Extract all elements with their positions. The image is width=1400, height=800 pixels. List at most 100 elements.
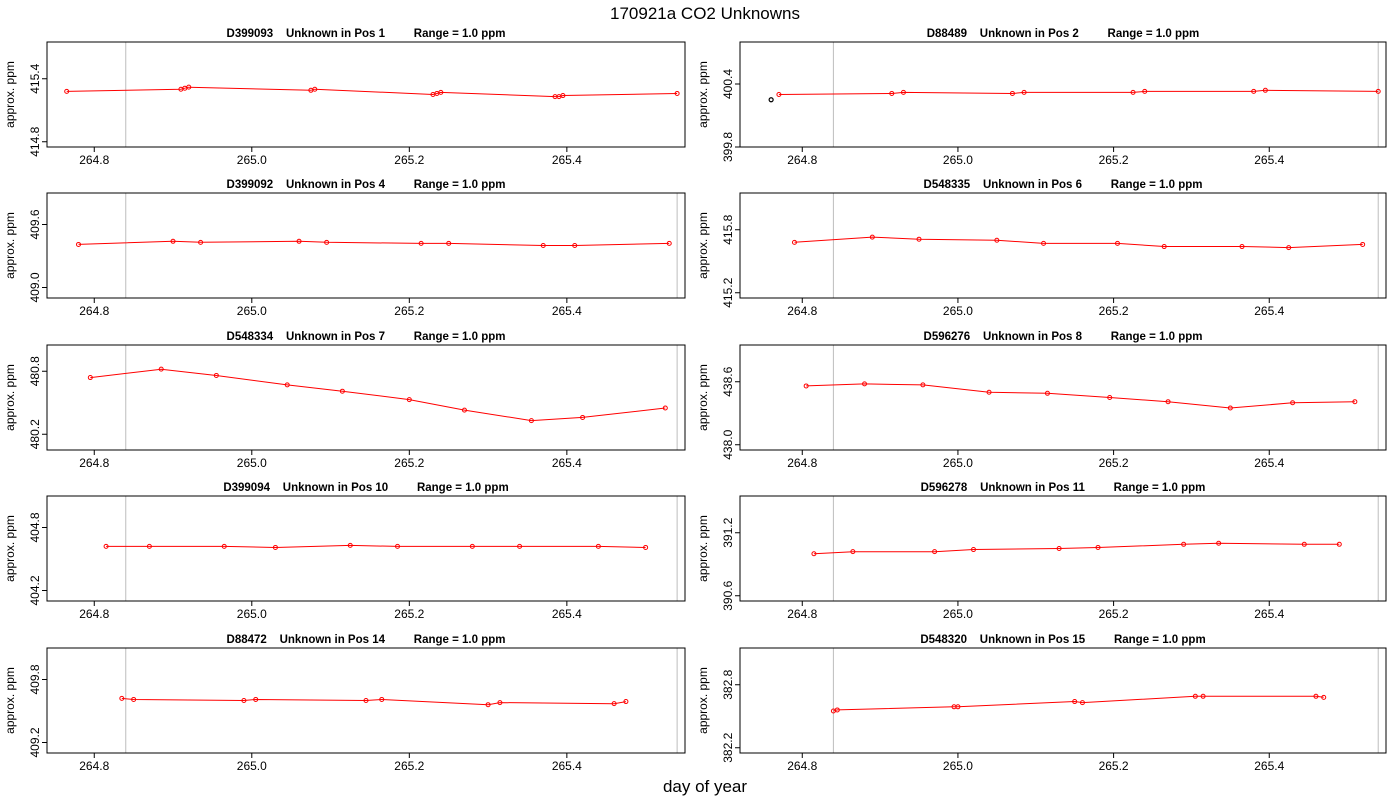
data-point [662, 405, 668, 411]
y-axis-label: approx. ppm [696, 61, 710, 128]
panel-7: D399094 Unknown in Pos 10 Range = 1.0 pp… [3, 482, 686, 621]
data-point [76, 241, 82, 247]
data-point [643, 544, 649, 550]
x-tick-label: 265.0 [943, 153, 973, 167]
x-tick-label: 265.4 [552, 607, 582, 621]
data-point [1290, 400, 1296, 406]
data-point [339, 388, 345, 394]
data-point [446, 240, 452, 246]
data-point [1130, 89, 1136, 95]
data-point [528, 418, 534, 424]
y-tick-label: 391.2 [721, 517, 735, 547]
x-tick-label: 265.4 [1254, 456, 1284, 470]
data-point [497, 700, 503, 706]
data-point [1021, 89, 1027, 95]
x-tick-label: 265.0 [237, 456, 267, 470]
plot-frame [46, 344, 686, 451]
plot-frame [739, 495, 1387, 602]
panel-2: D88489 Unknown in Pos 2 Range = 1.0 ppm 2… [696, 28, 1387, 167]
data-point [1200, 693, 1206, 699]
plot-frame [46, 647, 686, 754]
data-point [406, 397, 412, 403]
data-point [324, 239, 330, 245]
x-tick-label: 265.4 [1254, 304, 1284, 318]
data-point [572, 243, 578, 248]
data-point [986, 389, 992, 395]
panel-title: D596276 Unknown in Pos 8 Range = 1.0 ppm [924, 331, 1203, 343]
data-point [834, 707, 840, 713]
data-point [580, 414, 586, 420]
x-tick-label: 265.0 [943, 759, 973, 773]
data-point [131, 696, 137, 702]
data-point [611, 701, 617, 707]
x-tick-label: 265.0 [943, 607, 973, 621]
data-point [1375, 88, 1381, 94]
data-point [955, 704, 961, 710]
x-tick-label: 265.0 [237, 304, 267, 318]
x-tick-label: 265.4 [1254, 759, 1284, 773]
data-point [1072, 699, 1078, 705]
plot-frame [739, 41, 1387, 148]
y-axis-label: approx. ppm [3, 212, 17, 279]
x-tick-label: 265.4 [552, 153, 582, 167]
data-point [1227, 405, 1233, 411]
y-tick-label: 400.4 [721, 69, 735, 99]
data-point [1192, 693, 1198, 699]
data-point [363, 698, 369, 703]
data-point [395, 543, 401, 549]
data-point [1181, 541, 1187, 547]
y-axis-label: approx. ppm [696, 212, 710, 279]
data-point [1142, 88, 1148, 94]
data-point [595, 543, 601, 549]
data-point [119, 695, 125, 701]
data-point [1165, 399, 1171, 405]
x-tick-label: 265.2 [394, 456, 424, 470]
data-point [469, 543, 475, 549]
data-point [221, 543, 227, 549]
x-tick-label: 264.8 [787, 759, 817, 773]
y-tick-label: 415.2 [721, 277, 735, 307]
x-tick-label: 265.2 [394, 607, 424, 621]
data-point [485, 702, 491, 708]
data-point [1239, 244, 1245, 250]
data-point [674, 90, 680, 96]
data-point [1321, 694, 1327, 700]
x-tick-label: 265.4 [1254, 153, 1284, 167]
data-point [1336, 541, 1342, 547]
y-tick-label: 382.2 [721, 732, 735, 762]
data-point [438, 89, 444, 95]
data-point [1216, 540, 1222, 546]
y-tick-label: 409.8 [28, 664, 42, 694]
panel-title: D596278 Unknown in Pos 11 Range = 1.0 pp… [921, 482, 1206, 494]
x-tick-label: 264.8 [79, 456, 109, 470]
panel-title: D548335 Unknown in Pos 6 Range = 1.0 ppm [924, 179, 1203, 191]
series-line [778, 89, 1379, 95]
y-tick-label: 409.6 [28, 209, 42, 239]
x-tick-label: 265.4 [552, 456, 582, 470]
panels-group: D399093 Unknown in Pos 1 Range = 1.0 ppm… [3, 28, 1387, 773]
data-point [186, 84, 192, 90]
plot-frame [739, 344, 1387, 451]
series-line [78, 240, 670, 246]
panel-title: D399094 Unknown in Pos 10 Range = 1.0 pp… [223, 482, 508, 494]
data-point [540, 243, 546, 248]
series-line [833, 695, 1324, 712]
data-point [850, 549, 856, 555]
y-tick-label: 415.8 [721, 214, 735, 244]
panel-title: D88472 Unknown in Pos 14 Range = 1.0 ppm [227, 634, 506, 646]
data-point [1041, 240, 1047, 246]
y-tick-label: 390.6 [721, 580, 735, 610]
series-line [806, 383, 1355, 409]
data-point [869, 234, 875, 240]
y-axis-label: approx. ppm [3, 61, 17, 128]
x-tick-label: 265.2 [1099, 304, 1129, 318]
y-tick-label: 404.8 [28, 512, 42, 542]
y-axis-label: approx. ppm [3, 667, 17, 734]
x-tick-label: 264.8 [787, 153, 817, 167]
y-tick-label: 415.4 [28, 63, 42, 93]
data-point [1095, 544, 1101, 550]
data-point [1056, 546, 1062, 551]
panel-6: D596276 Unknown in Pos 8 Range = 1.0 ppm… [696, 331, 1387, 470]
y-tick-label: 480.8 [28, 356, 42, 386]
